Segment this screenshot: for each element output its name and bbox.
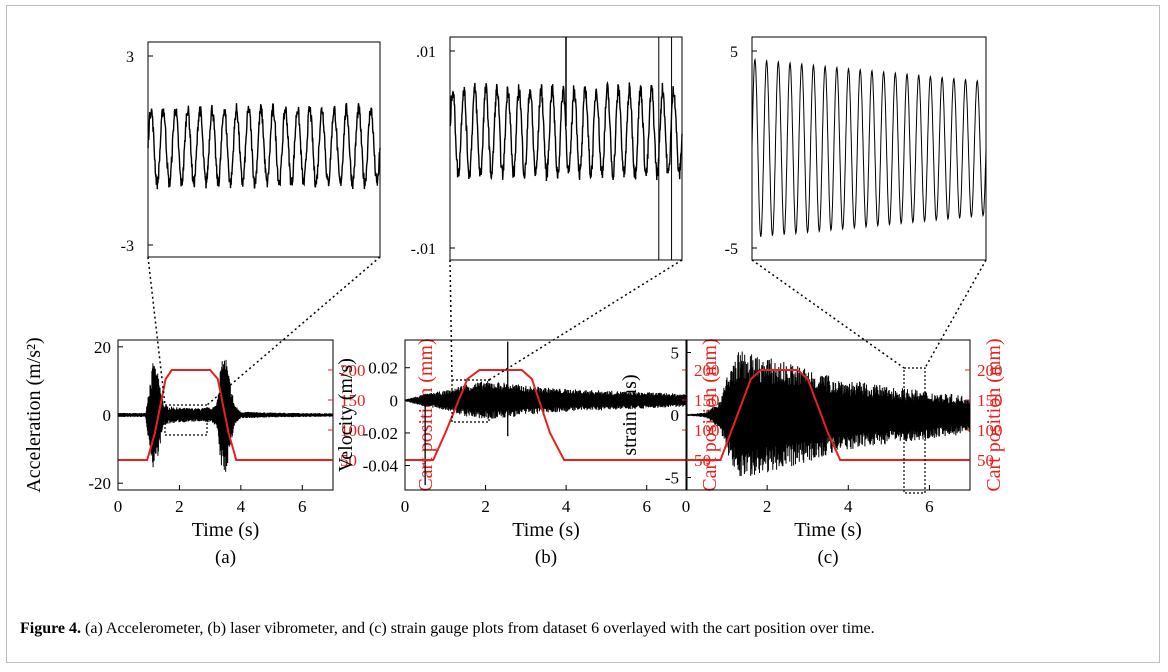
plot-frame-b — [404, 339, 688, 491]
y2tick-label: 200 — [340, 361, 366, 380]
xaxis-label: Time (s) — [512, 519, 580, 541]
y2tick-label: 100 — [694, 421, 720, 440]
y2tick-label: 200 — [694, 361, 720, 380]
chart-panel-c — [685, 36, 987, 494]
inset-ytick-label: -.01 — [411, 241, 436, 258]
zoom-connector-c — [924, 259, 987, 369]
xtick-label: 0 — [401, 497, 410, 516]
zoom-connector-c — [751, 259, 905, 369]
inset-ytick-label: 3 — [126, 49, 134, 66]
y2tick-label: 150 — [977, 391, 1003, 410]
chart-panel-a — [117, 41, 381, 491]
y2tick-label: 100 — [977, 421, 1003, 440]
inset-signal-b — [449, 80, 683, 182]
xtick-label: 2 — [175, 497, 184, 516]
caption-label: Figure 4. — [20, 620, 82, 637]
inset-frame-b — [449, 36, 683, 261]
zoom-connector-b — [449, 259, 453, 381]
inset-frame-a — [147, 41, 381, 258]
yaxis-label: Acceleration (m/s²) — [23, 337, 45, 492]
chart-panel-b — [404, 36, 688, 491]
zoom-box-b — [451, 379, 490, 423]
xtick-label: 4 — [562, 497, 571, 516]
y2tick-label: 150 — [340, 391, 366, 410]
xaxis-label: Time (s) — [192, 519, 260, 541]
y2axis-label: Cart position (mm) — [983, 338, 1005, 491]
xtick-label: 4 — [844, 497, 853, 516]
xaxis-label: Time (s) — [794, 519, 862, 541]
figure-caption: Figure 4. (a) Accelerometer, (b) laser v… — [20, 620, 1150, 638]
caption-text: (a) Accelerometer, (b) laser vibrometer,… — [81, 620, 875, 637]
signal-line-b — [404, 380, 688, 420]
ytick-label: 0.02 — [368, 359, 398, 378]
ytick-label: 5 — [671, 344, 680, 363]
inset-ytick-label: -5 — [725, 241, 738, 258]
panel-label: (b) — [535, 547, 557, 568]
signal-line-a — [117, 359, 334, 472]
inset-frame-c — [751, 36, 987, 261]
xtick-label: 4 — [237, 497, 246, 516]
zoom-box-a — [164, 404, 208, 436]
ytick-label: -5 — [665, 469, 679, 488]
inset-signal-c — [751, 57, 987, 237]
ytick-label: 0 — [671, 406, 680, 425]
inset-ytick-label: -3 — [121, 238, 134, 255]
xtick-label: 6 — [925, 497, 934, 516]
zoom-connector-b — [488, 259, 683, 381]
ytick-label: -0.02 — [363, 424, 398, 443]
xtick-label: 0 — [682, 497, 691, 516]
cart-position-line-b — [405, 369, 687, 461]
yaxis-label: strain (μs) — [619, 374, 641, 455]
inset-signal-a — [147, 102, 381, 190]
signal-line-c — [685, 351, 971, 477]
inset-ytick-label: .01 — [416, 44, 436, 61]
xtick-label: 6 — [298, 497, 307, 516]
y2tick-label: 50 — [977, 451, 994, 470]
xtick-label: 0 — [114, 497, 123, 516]
y2tick-label: 150 — [694, 391, 720, 410]
ytick-label: -0.04 — [363, 457, 399, 476]
ytick-label: -20 — [88, 474, 111, 493]
xtick-label: 2 — [763, 497, 772, 516]
ytick-label: 20 — [94, 338, 111, 357]
ytick-label: 0 — [103, 406, 112, 425]
inset-ytick-label: 5 — [730, 44, 738, 61]
y2axis-label: Cart position (mm) — [415, 338, 437, 491]
ytick-label: 0 — [390, 391, 399, 410]
xtick-label: 2 — [481, 497, 490, 516]
panel-label: (c) — [817, 547, 838, 568]
y2tick-label: 50 — [340, 451, 357, 470]
cart-position-line-a — [118, 369, 333, 461]
y2tick-label: 100 — [340, 421, 366, 440]
zoom-box-c — [903, 367, 926, 494]
yaxis-label: Velocity (m/s) — [335, 358, 357, 472]
y2tick-label: 200 — [977, 361, 1003, 380]
xtick-label: 6 — [642, 497, 651, 516]
panel-label: (a) — [215, 547, 236, 568]
cart-position-line-c — [686, 369, 970, 461]
